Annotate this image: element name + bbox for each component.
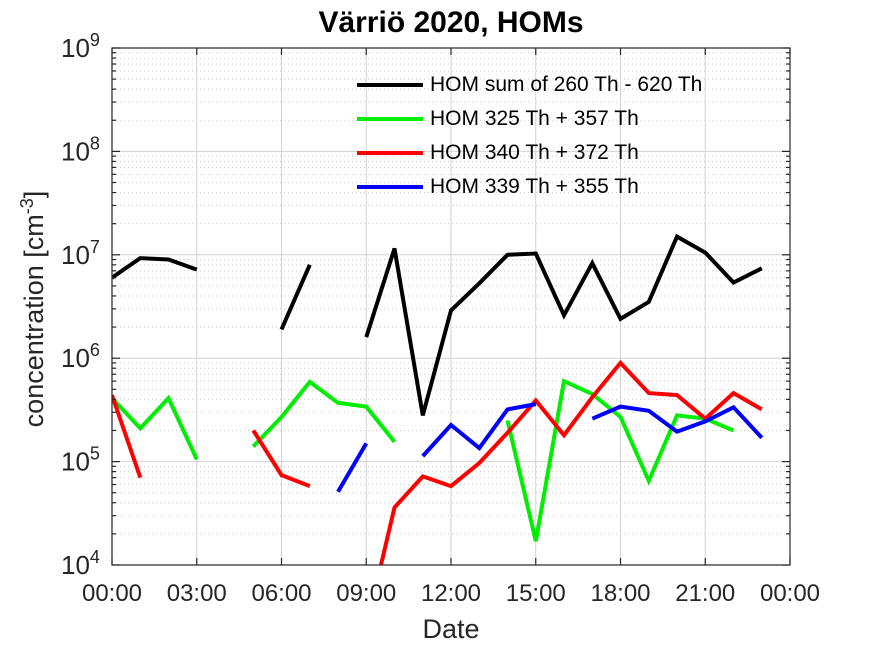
series-line-0 xyxy=(112,233,763,416)
minor-gridlines xyxy=(112,52,790,535)
x-tick-label: 06:00 xyxy=(251,580,311,607)
axes-box-and-ticks xyxy=(111,47,791,566)
major-gridlines xyxy=(112,48,790,565)
series-line-2 xyxy=(112,359,763,565)
y-axis-label: concentration [cm-3] xyxy=(17,159,51,459)
legend-entry-hom-339-355: HOM 339 Th + 355 Th xyxy=(357,170,702,204)
x-tick-label: 03:00 xyxy=(167,580,227,607)
x-tick-label: 21:00 xyxy=(675,580,735,607)
series-line-1 xyxy=(112,378,735,542)
tick-labels: 00:00 03:00 06:00 09:00 12:00 15:00 18:00 21:00… xyxy=(61,30,820,607)
legend-label: HOM 339 Th + 355 Th xyxy=(430,175,639,198)
legend-entry-hom-325-357: HOM 325 Th + 357 Th xyxy=(357,102,702,136)
series-line-3 xyxy=(336,402,764,493)
x-axis-label: Date xyxy=(422,614,480,644)
legend-label: HOM 325 Th + 357 Th xyxy=(430,107,639,130)
y-axis-label-prefix: concentration [cm xyxy=(19,214,49,428)
x-tick-label: 09:00 xyxy=(336,580,396,607)
legend-entry-hom-sum: HOM sum of 260 Th - 620 Th xyxy=(357,68,702,102)
series-lines xyxy=(112,233,764,565)
x-tick-label: 18:00 xyxy=(590,580,650,607)
y-tick-label: 107 xyxy=(61,237,100,270)
y-tick-label: 104 xyxy=(61,547,100,580)
legend-line-red xyxy=(357,151,423,155)
y-axis-label-suffix: ] xyxy=(19,190,49,199)
x-tick-label: 12:00 xyxy=(421,580,481,607)
legend-label: HOM sum of 260 Th - 620 Th xyxy=(430,73,703,96)
legend-label: HOM 340 Th + 372 Th xyxy=(430,141,639,164)
x-tick-label: 15:00 xyxy=(506,580,566,607)
y-axis-label-superscript: -3 xyxy=(17,198,37,215)
legend-line-black xyxy=(357,83,423,87)
x-tick-label: 00:00 xyxy=(82,580,142,607)
chart-title: Värriö 2020, HOMs xyxy=(318,6,584,39)
y-tick-label: 108 xyxy=(61,133,100,166)
y-tick-label: 105 xyxy=(61,444,100,477)
legend: HOM sum of 260 Th - 620 Th HOM 325 Th + … xyxy=(357,68,702,204)
legend-line-blue xyxy=(357,185,423,189)
y-tick-label: 109 xyxy=(61,30,100,63)
legend-line-green xyxy=(357,117,423,121)
y-tick-label: 106 xyxy=(61,340,100,373)
x-tick-label: 00:00 xyxy=(760,580,820,607)
legend-entry-hom-340-372: HOM 340 Th + 372 Th xyxy=(357,136,702,170)
